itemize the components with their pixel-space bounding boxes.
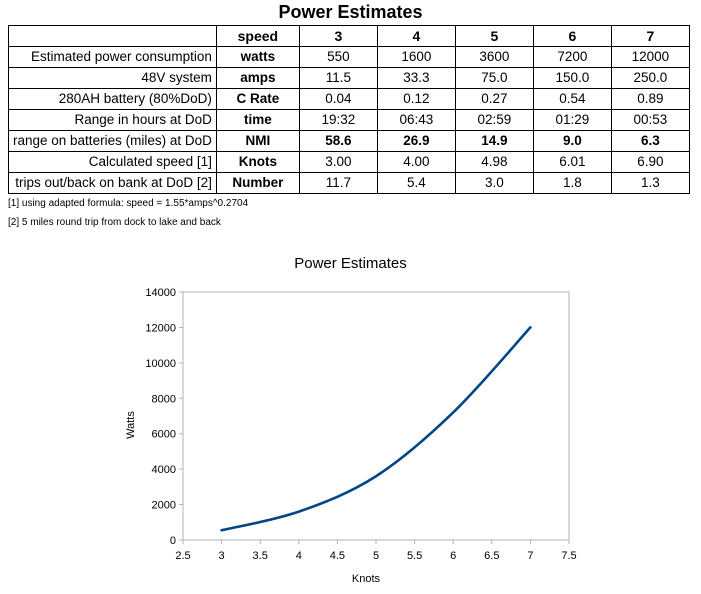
table-cell: 3600 [454, 46, 534, 68]
chart-axes [182, 291, 570, 541]
header-cell: 4 [376, 25, 456, 47]
row-label: 280AH battery (80%DoD) [8, 88, 217, 110]
row-label: range on batteries (miles) at DoD [8, 130, 217, 152]
table-row: Calculated speed [1] Knots 3.00 4.00 4.98 6.0… [8, 151, 690, 173]
table-cell: 12000 [610, 46, 690, 68]
table-cell: 06:43 [376, 109, 456, 131]
table-header-row: speed 3 4 5 6 7 [8, 25, 690, 47]
series-line [220, 326, 532, 532]
header-corner [8, 25, 217, 47]
table-cell: 4.00 [376, 151, 456, 173]
table-cell: 1.8 [532, 172, 612, 194]
table-cell: 0.54 [532, 88, 612, 110]
table-cell: 4.98 [454, 151, 534, 173]
header-cell: 6 [532, 25, 612, 47]
row-label: trips out/back on bank at DoD [2] [8, 172, 217, 194]
table-cell: 3.00 [298, 151, 378, 173]
row-label: Range in hours at DoD [8, 109, 217, 131]
x-tick-label: 2.5 [175, 550, 190, 562]
chart-title: Power Estimates [294, 255, 407, 272]
table-cell: 01:29 [532, 109, 612, 131]
table-cell: 00:53 [610, 109, 690, 131]
row-unit: time [215, 109, 300, 131]
table-cell: 1600 [376, 46, 456, 68]
x-tick-label: 5 [373, 550, 379, 562]
header-cell: 7 [610, 25, 690, 47]
header-cell: 3 [298, 25, 378, 47]
y-tick-label: 4000 [152, 464, 176, 476]
y-tick-label: 0 [170, 535, 176, 547]
plot-area-frame [182, 291, 570, 541]
table-cell: 14.9 [454, 130, 534, 152]
table-row: 280AH battery (80%DoD) C Rate 0.04 0.12 0.27… [8, 88, 690, 110]
table-row: range on batteries (miles) at DoD NMI 58.6… [8, 130, 690, 152]
x-tick-label: 5.5 [407, 550, 422, 562]
y-tick-label: 6000 [152, 429, 176, 441]
x-tick-label: 4 [296, 550, 302, 562]
table-cell: 9.0 [532, 130, 612, 152]
table-cell: 0.89 [610, 88, 690, 110]
table-cell: 75.0 [454, 67, 534, 89]
table-cell: 58.6 [298, 130, 378, 152]
chart-series [220, 326, 532, 532]
footnote-1: [1] using adapted formula: speed = 1.55*… [8, 198, 249, 209]
table-row: Estimated power consumption watts 550 1600 3… [8, 46, 690, 68]
header-cell: speed [215, 25, 300, 47]
row-label: Estimated power consumption [8, 46, 217, 68]
row-label: Calculated speed [1] [8, 151, 217, 173]
table-cell: 250.0 [610, 67, 690, 89]
footnote-2: [2] 5 miles round trip from dock to lake… [8, 217, 221, 228]
table-cell: 0.12 [376, 88, 456, 110]
x-tick-label: 3.5 [253, 550, 268, 562]
y-tick-label: 8000 [152, 393, 176, 405]
row-unit: watts [215, 46, 300, 68]
table-cell: 19:32 [298, 109, 378, 131]
table-cell: 26.9 [376, 130, 456, 152]
table-cell: 33.3 [376, 67, 456, 89]
x-tick-label: 4.5 [330, 550, 345, 562]
y-tick-label: 2000 [152, 500, 176, 512]
y-tick-label: 10000 [145, 358, 176, 370]
x-tick-label: 7 [527, 550, 533, 562]
x-tick-label: 3 [219, 550, 225, 562]
table-cell: 0.27 [454, 88, 534, 110]
row-unit: C Rate [215, 88, 300, 110]
table-cell: 6.01 [532, 151, 612, 173]
y-tick-label: 12000 [145, 322, 176, 334]
table-row: 48V system amps 11.5 33.3 75.0 150.0 250.0 [8, 67, 690, 89]
row-unit: Knots [215, 151, 300, 173]
page-title: Power Estimates [278, 2, 423, 22]
table-cell: 7200 [532, 46, 612, 68]
table-cell: 02:59 [454, 109, 534, 131]
power-table: speed 3 4 5 6 7 Estimated power consumption wat… [8, 25, 690, 194]
row-unit: NMI [215, 130, 300, 152]
x-tick-label: 6.5 [484, 550, 499, 562]
x-axis-label: Knots [352, 573, 381, 585]
table-cell: 550 [298, 46, 378, 68]
table-cell: 11.5 [298, 67, 378, 89]
row-unit: amps [215, 67, 300, 89]
x-tick-label: 6 [450, 550, 456, 562]
header-cell: 5 [454, 25, 534, 47]
x-tick-label: 7.5 [561, 550, 576, 562]
table-row: trips out/back on bank at DoD [2] Number 1… [8, 172, 690, 194]
table-cell: 0.04 [298, 88, 378, 110]
table-row: Range in hours at DoD time 19:32 06:43 02:59… [8, 109, 690, 131]
table-cell: 6.90 [610, 151, 690, 173]
row-label: 48V system [8, 67, 217, 89]
table-cell: 1.3 [610, 172, 690, 194]
row-unit: Number [215, 172, 300, 194]
y-tick-label: 14000 [145, 287, 176, 299]
table-cell: 5.4 [376, 172, 456, 194]
y-axis-label: Watts [125, 411, 137, 439]
table-cell: 150.0 [532, 67, 612, 89]
table-cell: 6.3 [610, 130, 690, 152]
table-cell: 3.0 [454, 172, 534, 194]
table-cell: 11.7 [298, 172, 378, 194]
chart-ticks: 2.5 3 3.5 4 4.5 5 5.5 6 6.5 7 7.5 0 2000 4000 6000 8000… [145, 287, 576, 562]
